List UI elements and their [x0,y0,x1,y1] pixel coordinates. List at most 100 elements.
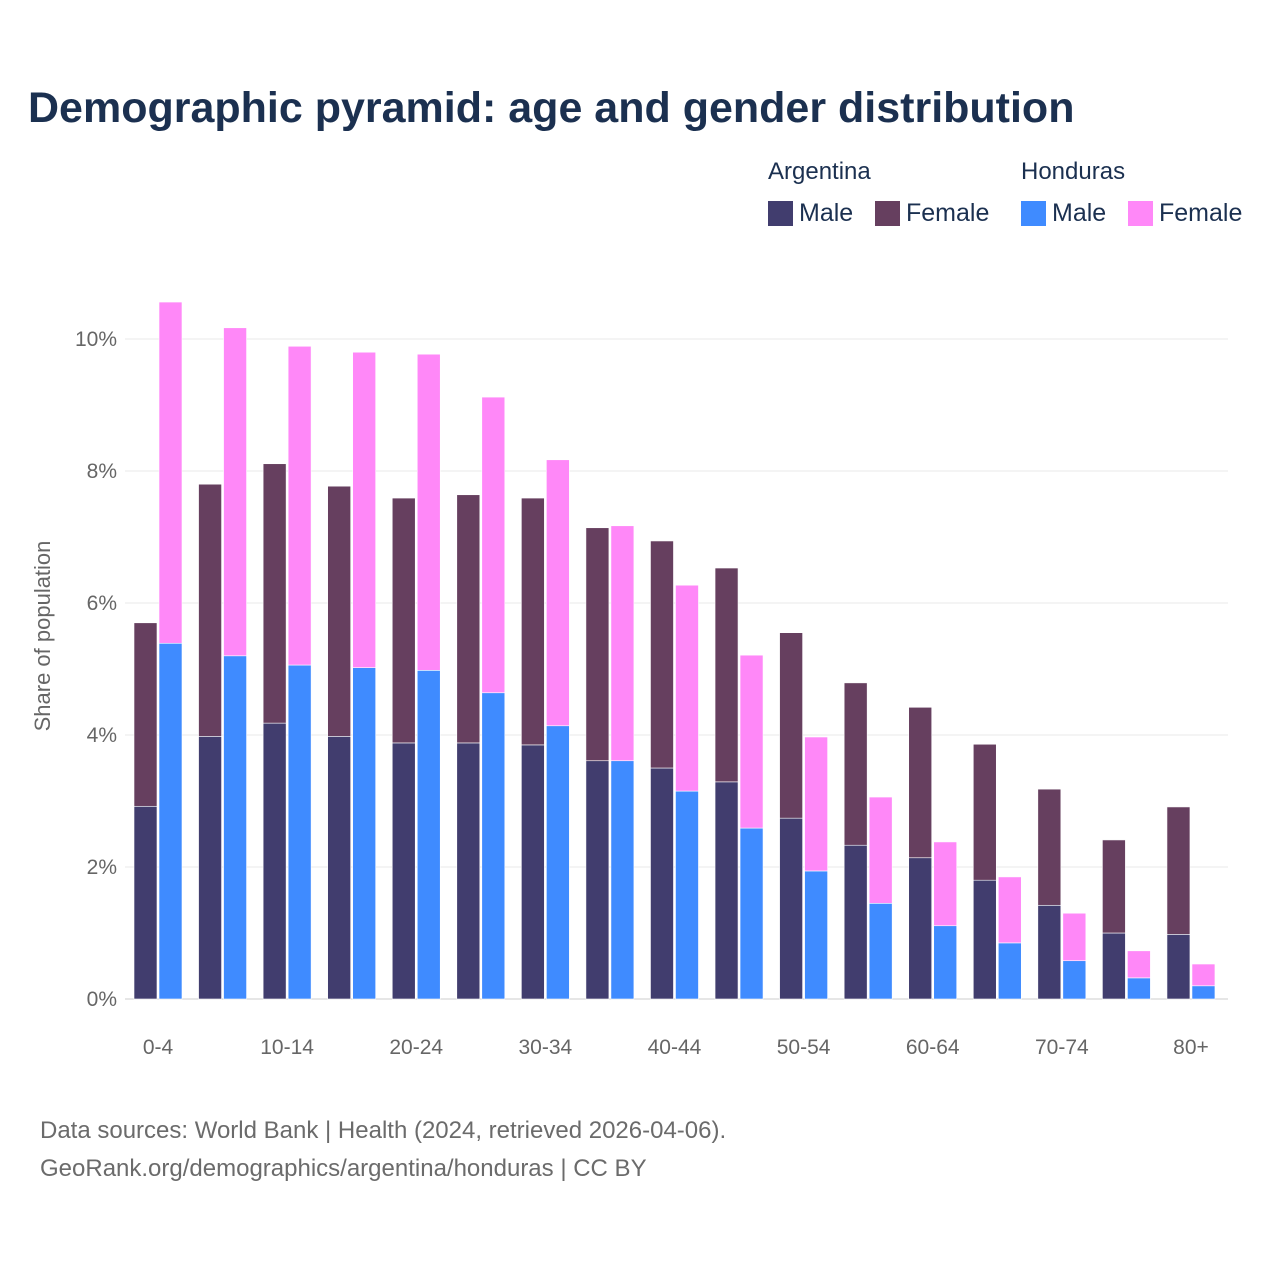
bar-argentina-male-15-19[interactable] [327,736,351,1000]
bar-argentina-female-45-49[interactable] [714,567,739,783]
bar-argentina-male-35-39[interactable] [585,760,610,1000]
legend-argentina-female[interactable]: Female [875,199,989,228]
bar-honduras-female-25-29[interactable] [481,396,506,694]
x-tick-label: 20-24 [389,1036,443,1059]
y-tick-label: 0% [87,988,117,1011]
bar-argentina-female-70-74[interactable] [1037,788,1062,906]
bar-argentina-female-65-69[interactable] [972,743,997,881]
bar-argentina-female-50-54[interactable] [779,632,803,819]
bar-argentina-male-75-79[interactable] [1102,932,1126,1000]
bar-argentina-female-40-44[interactable] [650,540,674,769]
bar-honduras-male-55-59[interactable] [868,902,893,1000]
bar-honduras-male-20-24[interactable] [416,670,441,1000]
legend-swatch [768,201,793,226]
bar-argentina-male-50-54[interactable] [779,817,803,1000]
bar-argentina-male-70-74[interactable] [1037,904,1062,1000]
bar-argentina-male-80+[interactable] [1166,934,1191,1000]
bar-argentina-female-5-9[interactable] [198,483,222,737]
bar-argentina-male-40-44[interactable] [650,767,674,1000]
x-tick-label: 30-34 [519,1036,573,1059]
legend-group-argentina: Argentina [768,158,871,185]
attribution-line[interactable]: GeoRank.org/demographics/argentina/hondu… [40,1155,647,1182]
bar-honduras-male-35-39[interactable] [610,760,635,1000]
bar-argentina-female-15-19[interactable] [327,485,351,737]
bar-honduras-female-15-19[interactable] [352,351,376,668]
x-tick-label: 50-54 [777,1036,831,1059]
x-tick-label: 10-14 [260,1036,314,1059]
bar-argentina-male-65-69[interactable] [972,879,997,1000]
bar-honduras-male-50-54[interactable] [804,870,828,1000]
bar-honduras-male-70-74[interactable] [1062,960,1087,1000]
bar-argentina-female-60-64[interactable] [908,706,933,859]
bar-honduras-female-45-49[interactable] [739,654,764,829]
legend-group-honduras: Honduras [1021,158,1126,185]
bar-honduras-male-25-29[interactable] [481,692,506,1000]
bar-honduras-female-70-74[interactable] [1062,912,1087,962]
bar-argentina-male-5-9[interactable] [198,736,222,1000]
bar-honduras-female-60-64[interactable] [933,841,958,927]
bar-honduras-male-30-34[interactable] [546,725,570,1000]
bar-argentina-male-45-49[interactable] [714,781,739,1000]
bar-argentina-female-30-34[interactable] [521,497,545,746]
legend-swatch [875,201,900,226]
bar-honduras-male-40-44[interactable] [675,790,699,1000]
bar-argentina-female-35-39[interactable] [585,527,610,762]
bar-honduras-female-65-69[interactable] [997,876,1022,944]
y-tick-label: 8% [87,460,117,483]
y-axis-label: Share of population [30,541,55,732]
bar-honduras-male-80+[interactable] [1191,985,1216,1000]
bar-honduras-female-0-4[interactable] [158,301,183,644]
x-tick-label: 70-74 [1035,1036,1089,1059]
bar-honduras-male-15-19[interactable] [352,667,376,1000]
legend-swatch [1128,201,1153,226]
x-tick-label: 40-44 [648,1036,702,1059]
x-tick-label: 80+ [1173,1036,1209,1059]
bar-argentina-male-10-14[interactable] [262,722,287,1000]
bar-argentina-male-20-24[interactable] [391,742,416,1000]
bar-argentina-female-10-14[interactable] [262,463,287,724]
y-tick-label: 6% [87,592,117,615]
y-tick-label: 2% [87,856,117,879]
bar-argentina-female-25-29[interactable] [456,494,481,744]
bar-honduras-female-55-59[interactable] [868,796,893,904]
bar-honduras-female-75-79[interactable] [1127,950,1151,979]
y-tick-label: 10% [75,328,117,351]
bar-honduras-female-20-24[interactable] [416,353,441,671]
legend-honduras-male[interactable]: Male [1021,199,1106,228]
bar-argentina-female-55-59[interactable] [843,682,868,846]
legend-label: Male [1052,199,1107,227]
x-tick-label: 0-4 [143,1036,174,1059]
bar-honduras-male-75-79[interactable] [1127,977,1151,1000]
x-tick-label: 60-64 [906,1036,960,1059]
bar-honduras-male-60-64[interactable] [933,925,958,1000]
legend-label: Male [799,199,854,227]
source-line: Data sources: World Bank | Health (2024,… [40,1117,727,1144]
legend-honduras-female[interactable]: Female [1128,199,1242,228]
bar-honduras-male-65-69[interactable] [997,942,1022,1000]
bar-honduras-male-10-14[interactable] [287,664,312,1000]
bar-honduras-male-0-4[interactable] [158,642,183,1000]
bar-argentina-female-80+[interactable] [1166,806,1191,935]
bar-argentina-male-55-59[interactable] [843,844,868,1000]
bar-argentina-female-0-4[interactable] [133,622,158,807]
bar-argentina-male-30-34[interactable] [521,744,545,1000]
bar-honduras-female-50-54[interactable] [804,736,828,872]
legend-swatch [1021,201,1046,226]
bar-argentina-female-20-24[interactable] [391,497,416,744]
bar-honduras-female-30-34[interactable] [546,459,570,727]
bar-argentina-male-0-4[interactable] [133,805,158,1000]
legend-label: Female [1159,199,1243,227]
bar-honduras-male-45-49[interactable] [739,827,764,1000]
bar-honduras-female-5-9[interactable] [223,327,247,657]
bar-honduras-female-35-39[interactable] [610,525,635,762]
bar-honduras-female-80+[interactable] [1191,963,1216,987]
bar-argentina-male-60-64[interactable] [908,857,933,1000]
bar-honduras-female-40-44[interactable] [675,584,699,792]
legend-label: Female [906,199,990,227]
legend-argentina-male[interactable]: Male [768,199,853,228]
bar-argentina-male-25-29[interactable] [456,742,481,1000]
bar-honduras-female-10-14[interactable] [287,345,312,666]
bar-honduras-male-5-9[interactable] [223,655,247,1000]
bar-argentina-female-75-79[interactable] [1102,839,1126,934]
